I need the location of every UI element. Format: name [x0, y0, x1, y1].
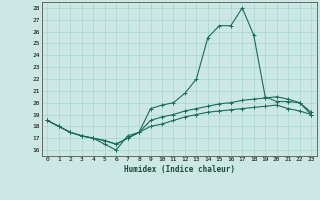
X-axis label: Humidex (Indice chaleur): Humidex (Indice chaleur) — [124, 165, 235, 174]
